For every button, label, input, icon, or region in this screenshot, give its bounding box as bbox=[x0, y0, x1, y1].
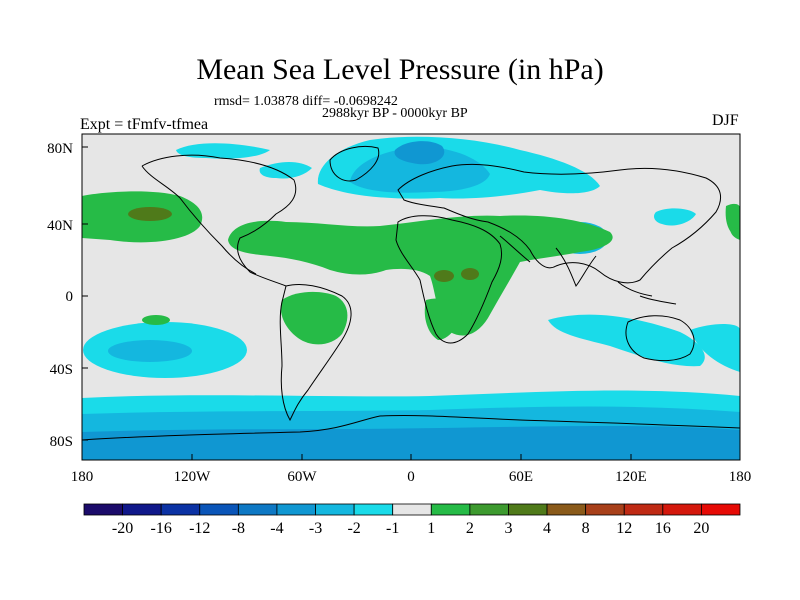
iceland-low-anomaly bbox=[394, 141, 445, 165]
coastlines bbox=[82, 146, 740, 441]
colorbar-label: 2 bbox=[466, 520, 474, 537]
colorbar-label: -2 bbox=[347, 520, 360, 537]
lat-label-80s: 80S bbox=[50, 434, 73, 450]
south-pacific-core bbox=[108, 340, 192, 362]
colorbar bbox=[83, 503, 741, 516]
period-label: 2988kyr BP - 0000kyr BP bbox=[322, 106, 468, 121]
longitude-ticks bbox=[81, 454, 741, 460]
colorbar-swatch bbox=[701, 503, 741, 516]
southern-ocean-band-dark bbox=[82, 426, 740, 460]
lon-label-60e: 60E bbox=[509, 469, 533, 485]
colorbar-label: -8 bbox=[232, 520, 245, 537]
colorbar-swatch bbox=[623, 503, 664, 516]
lat-label-40n: 40N bbox=[47, 218, 73, 234]
colorbar-label: 20 bbox=[693, 520, 709, 537]
canada-anomaly bbox=[259, 162, 312, 179]
colorbar-label: -16 bbox=[151, 520, 172, 537]
colorbar-swatch bbox=[585, 503, 625, 516]
lon-label-0: 0 bbox=[407, 469, 415, 485]
africa-positive-core-a bbox=[434, 270, 454, 282]
lon-label-120w: 120W bbox=[174, 469, 212, 485]
north-atlantic-core bbox=[350, 147, 490, 193]
season-label: DJF bbox=[712, 112, 739, 129]
plot-title: Mean Sea Level Pressure (in hPa) bbox=[196, 53, 604, 86]
colorbar-swatch bbox=[237, 503, 278, 516]
west-pacific-anomaly bbox=[654, 208, 696, 226]
lat-label-80n: 80N bbox=[47, 141, 73, 157]
colorbar-label: 12 bbox=[616, 520, 632, 537]
lon-label-180-right: 180 bbox=[729, 469, 752, 485]
east-pacific-positive bbox=[730, 227, 740, 240]
colorbar-label: -3 bbox=[309, 520, 322, 537]
colorbar-label: 8 bbox=[582, 520, 590, 537]
colorbar-label: 3 bbox=[504, 520, 512, 537]
lat-label-40s: 40S bbox=[50, 362, 73, 378]
colorbar-swatch bbox=[83, 503, 123, 516]
colorbar-label: -4 bbox=[270, 520, 283, 537]
lon-label-120e: 120E bbox=[615, 469, 647, 485]
south-america-positive bbox=[280, 291, 348, 345]
africa-positive-core-b bbox=[461, 268, 479, 280]
colorbar-label: -20 bbox=[112, 520, 133, 537]
pressure-contours bbox=[82, 136, 740, 460]
colorbar-label: -12 bbox=[189, 520, 210, 537]
colorbar-swatch bbox=[508, 503, 548, 516]
colorbar-swatch bbox=[430, 503, 471, 516]
colorbar-label: 4 bbox=[543, 520, 551, 537]
colorbar-swatch bbox=[392, 503, 432, 516]
colorbar-swatch bbox=[122, 503, 162, 516]
arctic-anomaly bbox=[176, 143, 270, 159]
pacific-small-positive bbox=[142, 315, 170, 325]
lon-label-180-left: 180 bbox=[71, 469, 94, 485]
east-pacific-south-anomaly bbox=[690, 324, 740, 372]
rmsd-diff-label: rmsd= 1.03878 diff= -0.0698242 bbox=[214, 94, 398, 109]
colorbar-swatch bbox=[315, 503, 355, 516]
colorbar-swatch bbox=[546, 503, 587, 516]
colorbar-swatch bbox=[469, 503, 509, 516]
colorbar-swatch bbox=[662, 503, 702, 516]
lon-label-60w: 60W bbox=[287, 469, 317, 485]
atlantic-africa-asia-positive bbox=[228, 215, 613, 336]
colorbar-label: -1 bbox=[386, 520, 399, 537]
colorbar-swatch bbox=[199, 503, 239, 516]
south-indian-anomaly bbox=[548, 314, 705, 367]
latitude-ticks bbox=[82, 146, 88, 441]
colorbar-label: 16 bbox=[655, 520, 671, 537]
colorbar-label: 1 bbox=[427, 520, 435, 537]
experiment-label: Expt = tFmfv-tfmea bbox=[80, 116, 209, 133]
north-pacific-positive-core bbox=[128, 207, 172, 221]
colorbar-swatch bbox=[276, 503, 316, 516]
colorbar-swatch bbox=[353, 503, 394, 516]
colorbar-swatch bbox=[160, 503, 201, 516]
colorbar-labels: -20 -16 -12 -8 -4 -3 -2 -1 1 2 3 4 8 12 16 20 bbox=[112, 520, 709, 537]
lat-label-0: 0 bbox=[66, 289, 74, 305]
